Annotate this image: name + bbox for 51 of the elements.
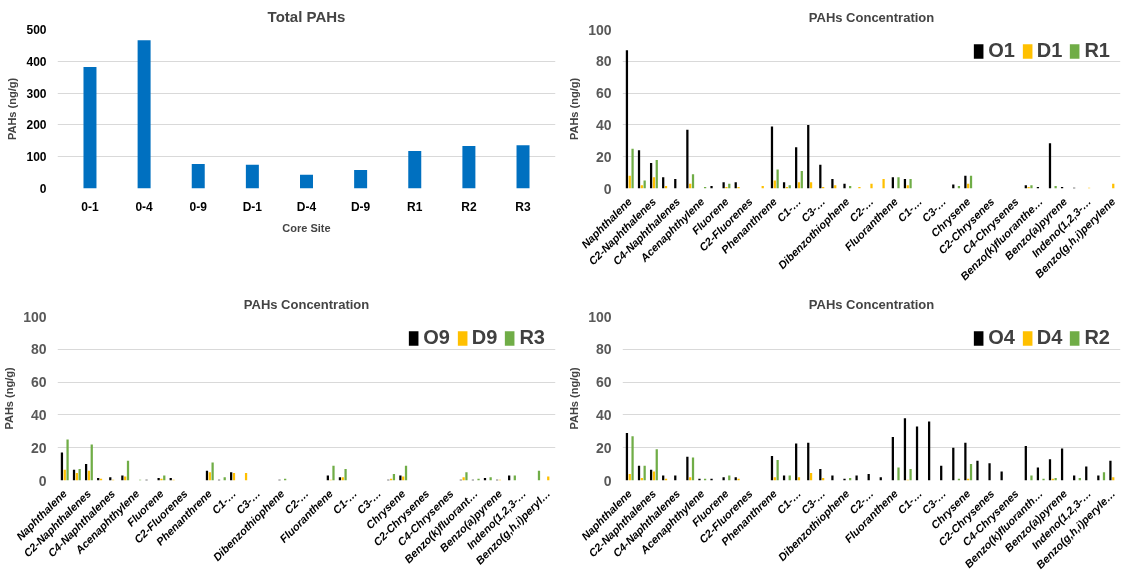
- y-axis-title: PAHs (ng/g): [3, 367, 16, 430]
- y-tick-label: 100: [588, 308, 612, 325]
- legend-label: R1: [1084, 39, 1110, 62]
- y-tick-label: 400: [26, 54, 47, 69]
- y-tick-label: 0: [39, 182, 47, 196]
- y-tick-label: 20: [595, 148, 612, 165]
- x-tick-label: D-9: [350, 199, 371, 214]
- y-tick-label: 100: [588, 21, 612, 38]
- y-tick-label: 80: [595, 53, 612, 70]
- y-tick-label: 200: [26, 118, 47, 133]
- y-tick-label: 0: [38, 472, 47, 489]
- chart-title: Total PAHs: [267, 7, 346, 25]
- x-axis-title: Core Site: [282, 221, 331, 234]
- y-axis-title: PAHs (ng/g): [568, 77, 581, 141]
- legend-label: O4: [988, 326, 1015, 349]
- y-axis-title: PAHs (ng/g): [6, 77, 19, 141]
- y-tick-label: 80: [30, 341, 47, 358]
- y-tick-label: 60: [595, 85, 612, 102]
- y-tick-label: 300: [26, 86, 47, 101]
- y-tick-label: 80: [595, 341, 612, 358]
- chart-title: PAHs Concentration: [808, 296, 935, 312]
- y-tick-label: 100: [26, 150, 47, 165]
- legend-label: O1: [988, 39, 1015, 62]
- chart-title: PAHs Concentration: [808, 9, 935, 25]
- y-tick-label: 20: [30, 439, 47, 456]
- y-tick-label: 0: [603, 180, 612, 197]
- legend-label: D9: [471, 326, 498, 349]
- x-tick-label: R1: [407, 199, 423, 214]
- x-tick-label: R2: [461, 199, 477, 214]
- y-tick-label: 100: [23, 308, 47, 325]
- legend-label: D4: [1036, 326, 1063, 349]
- y-tick-label: 60: [595, 374, 612, 391]
- x-tick-label: D-4: [296, 199, 317, 214]
- y-axis-title: PAHs (ng/g): [568, 367, 581, 430]
- x-tick-label: 0-1: [81, 199, 99, 214]
- y-tick-label: 0: [603, 472, 612, 489]
- chart-title: PAHs Concentration: [243, 296, 370, 312]
- legend-label: D1: [1036, 39, 1063, 62]
- y-tick-label: 40: [30, 406, 47, 423]
- x-tick-label: R3: [515, 199, 532, 214]
- legend-label: R3: [519, 326, 545, 349]
- y-tick-label: 40: [595, 406, 612, 423]
- y-tick-label: 40: [595, 116, 612, 133]
- legend-label: O9: [423, 326, 450, 349]
- x-tick-label: D-1: [242, 199, 263, 214]
- y-tick-label: 60: [30, 374, 47, 391]
- y-tick-label: 20: [595, 439, 612, 456]
- legend-label: R2: [1084, 326, 1110, 349]
- x-tick-label: 0-9: [189, 199, 208, 214]
- y-tick-label: 500: [26, 23, 47, 37]
- x-tick-label: 0-4: [135, 199, 154, 214]
